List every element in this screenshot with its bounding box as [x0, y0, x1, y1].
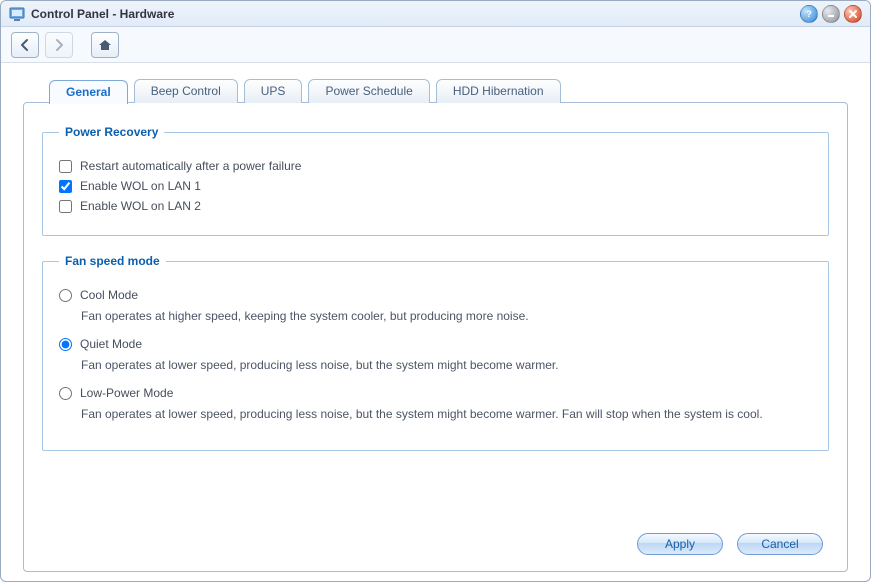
- desc-fan-quiet: Fan operates at lower speed, producing l…: [81, 357, 812, 374]
- help-button[interactable]: ?: [800, 5, 818, 23]
- apply-button[interactable]: Apply: [637, 533, 723, 555]
- label-wol-lan2: Enable WOL on LAN 2: [80, 199, 201, 213]
- checkbox-wol-lan1[interactable]: [59, 180, 72, 193]
- close-button[interactable]: [844, 5, 862, 23]
- row-wol-lan2[interactable]: Enable WOL on LAN 2: [59, 199, 812, 213]
- tab-general[interactable]: General: [49, 80, 128, 104]
- row-restart-auto[interactable]: Restart automatically after a power fail…: [59, 159, 812, 173]
- row-wol-lan1[interactable]: Enable WOL on LAN 1: [59, 179, 812, 193]
- checkbox-wol-lan2[interactable]: [59, 200, 72, 213]
- forward-button[interactable]: [45, 32, 73, 58]
- label-fan-lowpower: Low-Power Mode: [80, 386, 173, 400]
- content-area: General Beep Control UPS Power Schedule …: [1, 65, 870, 581]
- window-title: Control Panel - Hardware: [31, 7, 796, 21]
- button-row: Apply Cancel: [637, 533, 823, 555]
- tab-panel-general: Power Recovery Restart automatically aft…: [23, 102, 848, 572]
- tab-power-schedule[interactable]: Power Schedule: [308, 79, 429, 103]
- app-icon: [9, 6, 25, 22]
- fieldset-fan-speed: Fan speed mode Cool Mode Fan operates at…: [42, 254, 829, 451]
- cancel-button[interactable]: Cancel: [737, 533, 823, 555]
- label-fan-cool: Cool Mode: [80, 288, 138, 302]
- radio-fan-cool[interactable]: [59, 289, 72, 302]
- nav-toolbar: [1, 27, 870, 63]
- checkbox-restart-auto[interactable]: [59, 160, 72, 173]
- tab-beep-control[interactable]: Beep Control: [134, 79, 238, 103]
- radio-fan-quiet[interactable]: [59, 338, 72, 351]
- svg-text:?: ?: [806, 9, 812, 19]
- window-frame: Control Panel - Hardware ? General Beep …: [0, 0, 871, 582]
- row-fan-cool[interactable]: Cool Mode: [59, 288, 812, 302]
- desc-fan-lowpower: Fan operates at lower speed, producing l…: [81, 406, 812, 423]
- radio-fan-lowpower[interactable]: [59, 387, 72, 400]
- legend-power-recovery: Power Recovery: [59, 125, 164, 139]
- minimize-button[interactable]: [822, 5, 840, 23]
- label-restart-auto: Restart automatically after a power fail…: [80, 159, 301, 173]
- titlebar: Control Panel - Hardware ?: [1, 1, 870, 27]
- desc-fan-cool: Fan operates at higher speed, keeping th…: [81, 308, 812, 325]
- tab-strip: General Beep Control UPS Power Schedule …: [49, 79, 848, 103]
- tab-ups[interactable]: UPS: [244, 79, 303, 103]
- home-button[interactable]: [91, 32, 119, 58]
- tab-hdd-hibernation[interactable]: HDD Hibernation: [436, 79, 561, 103]
- label-fan-quiet: Quiet Mode: [80, 337, 142, 351]
- legend-fan-speed: Fan speed mode: [59, 254, 166, 268]
- row-fan-quiet[interactable]: Quiet Mode: [59, 337, 812, 351]
- fieldset-power-recovery: Power Recovery Restart automatically aft…: [42, 125, 829, 236]
- label-wol-lan1: Enable WOL on LAN 1: [80, 179, 201, 193]
- row-fan-lowpower[interactable]: Low-Power Mode: [59, 386, 812, 400]
- back-button[interactable]: [11, 32, 39, 58]
